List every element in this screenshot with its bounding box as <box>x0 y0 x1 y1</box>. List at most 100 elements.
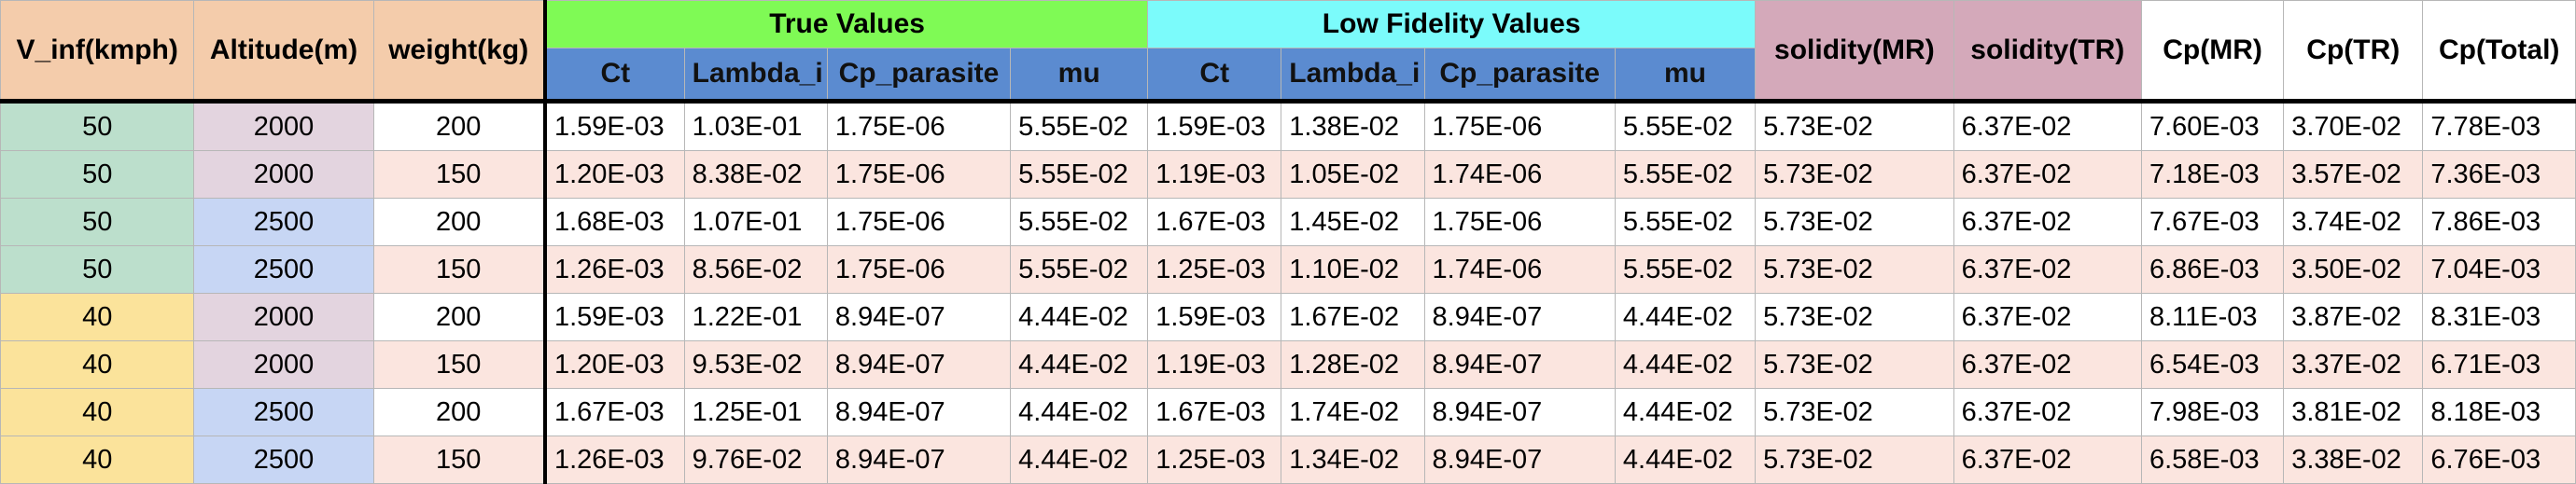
cell-solidity-tr[interactable]: 6.37E-02 <box>1953 150 2142 199</box>
cell-lf-mu[interactable]: 5.55E-02 <box>1614 245 1757 294</box>
cell-true-cp-parasite[interactable]: 1.75E-06 <box>826 245 1012 294</box>
cell-solidity-mr[interactable]: 5.73E-02 <box>1755 388 1954 436</box>
cell-cp-tr[interactable]: 3.57E-02 <box>2283 150 2424 199</box>
cell-solidity-tr[interactable]: 6.37E-02 <box>1953 388 2142 436</box>
cell-cp-mr[interactable]: 8.11E-03 <box>2140 293 2285 341</box>
cell-lf-mu[interactable]: 4.44E-02 <box>1614 388 1757 436</box>
cell-lf-lambda-i[interactable]: 1.38E-02 <box>1281 99 1425 151</box>
cell-lf-mu[interactable]: 5.55E-02 <box>1614 198 1757 246</box>
cell-solidity-tr[interactable]: 6.37E-02 <box>1953 436 2142 484</box>
cell-lf-lambda-i[interactable]: 1.10E-02 <box>1281 245 1425 294</box>
cell-true-mu[interactable]: 4.44E-02 <box>1010 388 1149 436</box>
cell-v-inf[interactable]: 40 <box>0 340 195 389</box>
cell-solidity-mr[interactable]: 5.73E-02 <box>1755 150 1954 199</box>
cell-altitude[interactable]: 2000 <box>193 293 374 341</box>
cell-true-ct[interactable]: 1.68E-03 <box>542 198 685 246</box>
cell-lf-cp-parasite[interactable]: 8.94E-07 <box>1423 293 1616 341</box>
header-lf-lambda-i[interactable]: Lambda_i <box>1281 48 1425 102</box>
cell-true-lambda-i[interactable]: 1.07E-01 <box>683 198 828 246</box>
header-cp-total[interactable]: Cp(Total) <box>2422 0 2576 102</box>
cell-altitude[interactable]: 2500 <box>193 245 374 294</box>
cell-solidity-tr[interactable]: 6.37E-02 <box>1953 293 2142 341</box>
cell-weight[interactable]: 150 <box>372 340 547 389</box>
cell-lf-mu[interactable]: 4.44E-02 <box>1614 340 1757 389</box>
cell-lf-cp-parasite[interactable]: 1.75E-06 <box>1423 198 1616 246</box>
cell-v-inf[interactable]: 50 <box>0 198 195 246</box>
cell-lf-ct[interactable]: 1.67E-03 <box>1147 198 1282 246</box>
cell-altitude[interactable]: 2000 <box>193 340 374 389</box>
header-weight[interactable]: weight(kg) <box>372 0 546 102</box>
cell-lf-mu[interactable]: 4.44E-02 <box>1614 436 1757 484</box>
cell-lf-lambda-i[interactable]: 1.67E-02 <box>1281 293 1425 341</box>
header-solidity-mr[interactable]: solidity(MR) <box>1755 0 1954 102</box>
cell-lf-cp-parasite[interactable]: 1.75E-06 <box>1423 99 1616 151</box>
cell-solidity-tr[interactable]: 6.37E-02 <box>1953 198 2142 246</box>
cell-true-mu[interactable]: 5.55E-02 <box>1010 99 1149 151</box>
cell-cp-total[interactable]: 7.04E-03 <box>2422 245 2576 294</box>
cell-cp-mr[interactable]: 6.58E-03 <box>2140 436 2285 484</box>
cell-true-ct[interactable]: 1.26E-03 <box>542 436 685 484</box>
cell-solidity-mr[interactable]: 5.73E-02 <box>1755 436 1954 484</box>
cell-altitude[interactable]: 2500 <box>193 388 374 436</box>
cell-cp-mr[interactable]: 7.67E-03 <box>2140 198 2285 246</box>
cell-altitude[interactable]: 2500 <box>193 198 374 246</box>
cell-solidity-tr[interactable]: 6.37E-02 <box>1953 99 2142 151</box>
cell-altitude[interactable]: 2000 <box>193 99 374 151</box>
cell-true-cp-parasite[interactable]: 8.94E-07 <box>826 340 1012 389</box>
cell-true-mu[interactable]: 5.55E-02 <box>1010 198 1149 246</box>
cell-lf-ct[interactable]: 1.59E-03 <box>1147 99 1282 151</box>
cell-weight[interactable]: 200 <box>372 99 547 151</box>
cell-true-ct[interactable]: 1.59E-03 <box>542 99 685 151</box>
header-true-lambda-i[interactable]: Lambda_i <box>683 48 828 102</box>
cell-lf-cp-parasite[interactable]: 1.74E-06 <box>1423 245 1616 294</box>
cell-cp-tr[interactable]: 3.70E-02 <box>2283 99 2424 151</box>
cell-cp-total[interactable]: 8.18E-03 <box>2422 388 2576 436</box>
cell-lf-lambda-i[interactable]: 1.45E-02 <box>1281 198 1425 246</box>
cell-weight[interactable]: 150 <box>372 150 547 199</box>
cell-solidity-tr[interactable]: 6.37E-02 <box>1953 245 2142 294</box>
cell-lf-lambda-i[interactable]: 1.28E-02 <box>1281 340 1425 389</box>
cell-true-cp-parasite[interactable]: 8.94E-07 <box>826 388 1012 436</box>
cell-lf-cp-parasite[interactable]: 8.94E-07 <box>1423 340 1616 389</box>
cell-true-ct[interactable]: 1.20E-03 <box>542 340 685 389</box>
cell-true-cp-parasite[interactable]: 1.75E-06 <box>826 150 1012 199</box>
cell-true-mu[interactable]: 4.44E-02 <box>1010 436 1149 484</box>
cell-v-inf[interactable]: 40 <box>0 388 195 436</box>
cell-true-lambda-i[interactable]: 8.38E-02 <box>683 150 828 199</box>
cell-weight[interactable]: 200 <box>372 388 547 436</box>
cell-weight[interactable]: 150 <box>372 245 547 294</box>
cell-lf-lambda-i[interactable]: 1.05E-02 <box>1281 150 1425 199</box>
cell-cp-mr[interactable]: 6.54E-03 <box>2140 340 2285 389</box>
cell-lf-cp-parasite[interactable]: 8.94E-07 <box>1423 388 1616 436</box>
cell-cp-total[interactable]: 8.31E-03 <box>2422 293 2576 341</box>
cell-solidity-mr[interactable]: 5.73E-02 <box>1755 99 1954 151</box>
header-lf-cp-parasite[interactable]: Cp_parasite <box>1423 48 1616 102</box>
cell-true-ct[interactable]: 1.67E-03 <box>542 388 685 436</box>
cell-solidity-mr[interactable]: 5.73E-02 <box>1755 245 1954 294</box>
cell-lf-ct[interactable]: 1.19E-03 <box>1147 150 1282 199</box>
cell-lf-ct[interactable]: 1.25E-03 <box>1147 436 1282 484</box>
cell-true-mu[interactable]: 5.55E-02 <box>1010 150 1149 199</box>
cell-true-cp-parasite[interactable]: 1.75E-06 <box>826 198 1012 246</box>
header-altitude[interactable]: Altitude(m) <box>193 0 374 102</box>
cell-solidity-mr[interactable]: 5.73E-02 <box>1755 340 1954 389</box>
cell-v-inf[interactable]: 40 <box>0 293 195 341</box>
cell-true-mu[interactable]: 4.44E-02 <box>1010 340 1149 389</box>
cell-cp-total[interactable]: 6.71E-03 <box>2422 340 2576 389</box>
header-true-ct[interactable]: Ct <box>542 48 685 102</box>
cell-altitude[interactable]: 2000 <box>193 150 374 199</box>
cell-true-lambda-i[interactable]: 9.76E-02 <box>683 436 828 484</box>
cell-lf-cp-parasite[interactable]: 1.74E-06 <box>1423 150 1616 199</box>
cell-cp-tr[interactable]: 3.81E-02 <box>2283 388 2424 436</box>
cell-true-lambda-i[interactable]: 1.22E-01 <box>683 293 828 341</box>
cell-true-ct[interactable]: 1.26E-03 <box>542 245 685 294</box>
cell-true-lambda-i[interactable]: 8.56E-02 <box>683 245 828 294</box>
cell-true-ct[interactable]: 1.20E-03 <box>542 150 685 199</box>
cell-lf-cp-parasite[interactable]: 8.94E-07 <box>1423 436 1616 484</box>
cell-cp-mr[interactable]: 7.98E-03 <box>2140 388 2285 436</box>
cell-true-lambda-i[interactable]: 9.53E-02 <box>683 340 828 389</box>
cell-cp-mr[interactable]: 7.18E-03 <box>2140 150 2285 199</box>
cell-lf-ct[interactable]: 1.67E-03 <box>1147 388 1282 436</box>
cell-lf-lambda-i[interactable]: 1.74E-02 <box>1281 388 1425 436</box>
cell-cp-tr[interactable]: 3.37E-02 <box>2283 340 2424 389</box>
